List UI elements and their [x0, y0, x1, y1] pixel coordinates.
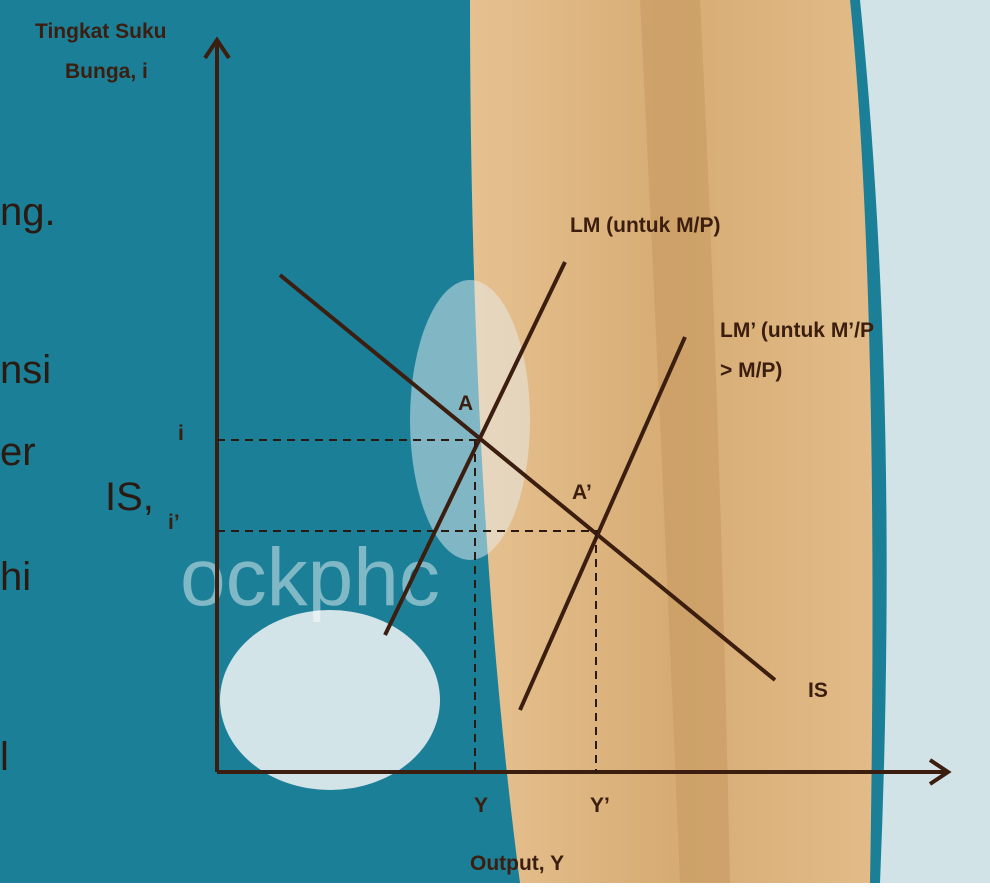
curve-label: LM’ (untuk M’/P	[720, 319, 874, 342]
axis-label: Tingkat Suku	[35, 20, 166, 43]
level-label: Y’	[590, 794, 610, 817]
level-label: i	[178, 422, 184, 445]
axis-label: Bunga, i	[65, 60, 148, 83]
white-splash	[220, 610, 440, 790]
level-label: Y	[474, 794, 488, 817]
point-label: A	[458, 392, 473, 415]
background-text: l	[0, 735, 9, 779]
background-text: hi	[0, 555, 31, 599]
curve-label: IS	[808, 679, 828, 702]
background-text: nsi	[0, 348, 51, 392]
point-label: A’	[572, 481, 592, 504]
page: ockphc ng. nsi er IS, hi l Tingkat Suku …	[0, 0, 990, 883]
diagram: ockphc ng. nsi er IS, hi l Tingkat Suku …	[0, 0, 990, 883]
white-splash	[410, 280, 530, 560]
axis-label: Output, Y	[470, 852, 564, 875]
background-text: ng.	[0, 190, 56, 234]
curve-label: LM (untuk M/P)	[570, 214, 720, 237]
background-text: er	[0, 430, 36, 474]
background-text: IS,	[105, 475, 154, 519]
curve-label: > M/P)	[720, 359, 782, 382]
level-label: i’	[168, 511, 180, 534]
